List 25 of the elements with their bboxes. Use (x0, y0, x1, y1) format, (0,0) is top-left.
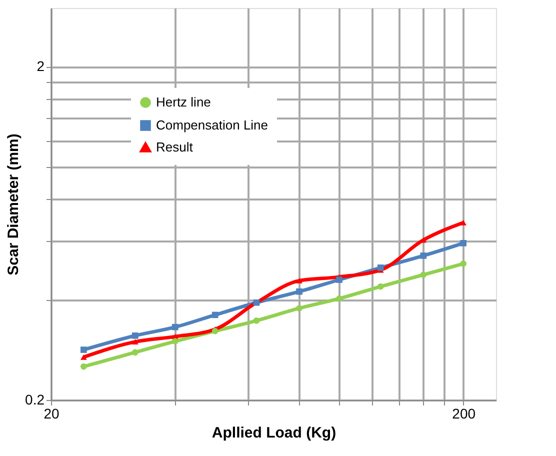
legend-label: Result (156, 140, 194, 154)
point (377, 283, 384, 290)
y-tick-label: 2 (36, 58, 45, 74)
point (253, 318, 260, 324)
x-tick-label: 200 (452, 406, 476, 422)
x-axis-title: Apllied Load (Kg) (212, 424, 336, 442)
point (212, 312, 218, 318)
point (172, 338, 178, 344)
point (460, 220, 467, 226)
x-tick-label: 20 (44, 406, 60, 422)
point (460, 260, 467, 267)
point (460, 240, 467, 246)
point (420, 272, 427, 278)
point (172, 324, 178, 330)
legend-label: Compensation Line (156, 118, 268, 132)
legend-label: Hertz line (156, 94, 211, 110)
point (336, 295, 342, 302)
point (377, 264, 384, 271)
y-axis-title: Scar Diameter (mm) (5, 134, 22, 276)
point (296, 278, 302, 284)
point (420, 252, 427, 259)
point (336, 276, 342, 283)
point (296, 288, 302, 295)
y-tick-label: 0.2 (25, 392, 45, 408)
point (296, 305, 302, 312)
